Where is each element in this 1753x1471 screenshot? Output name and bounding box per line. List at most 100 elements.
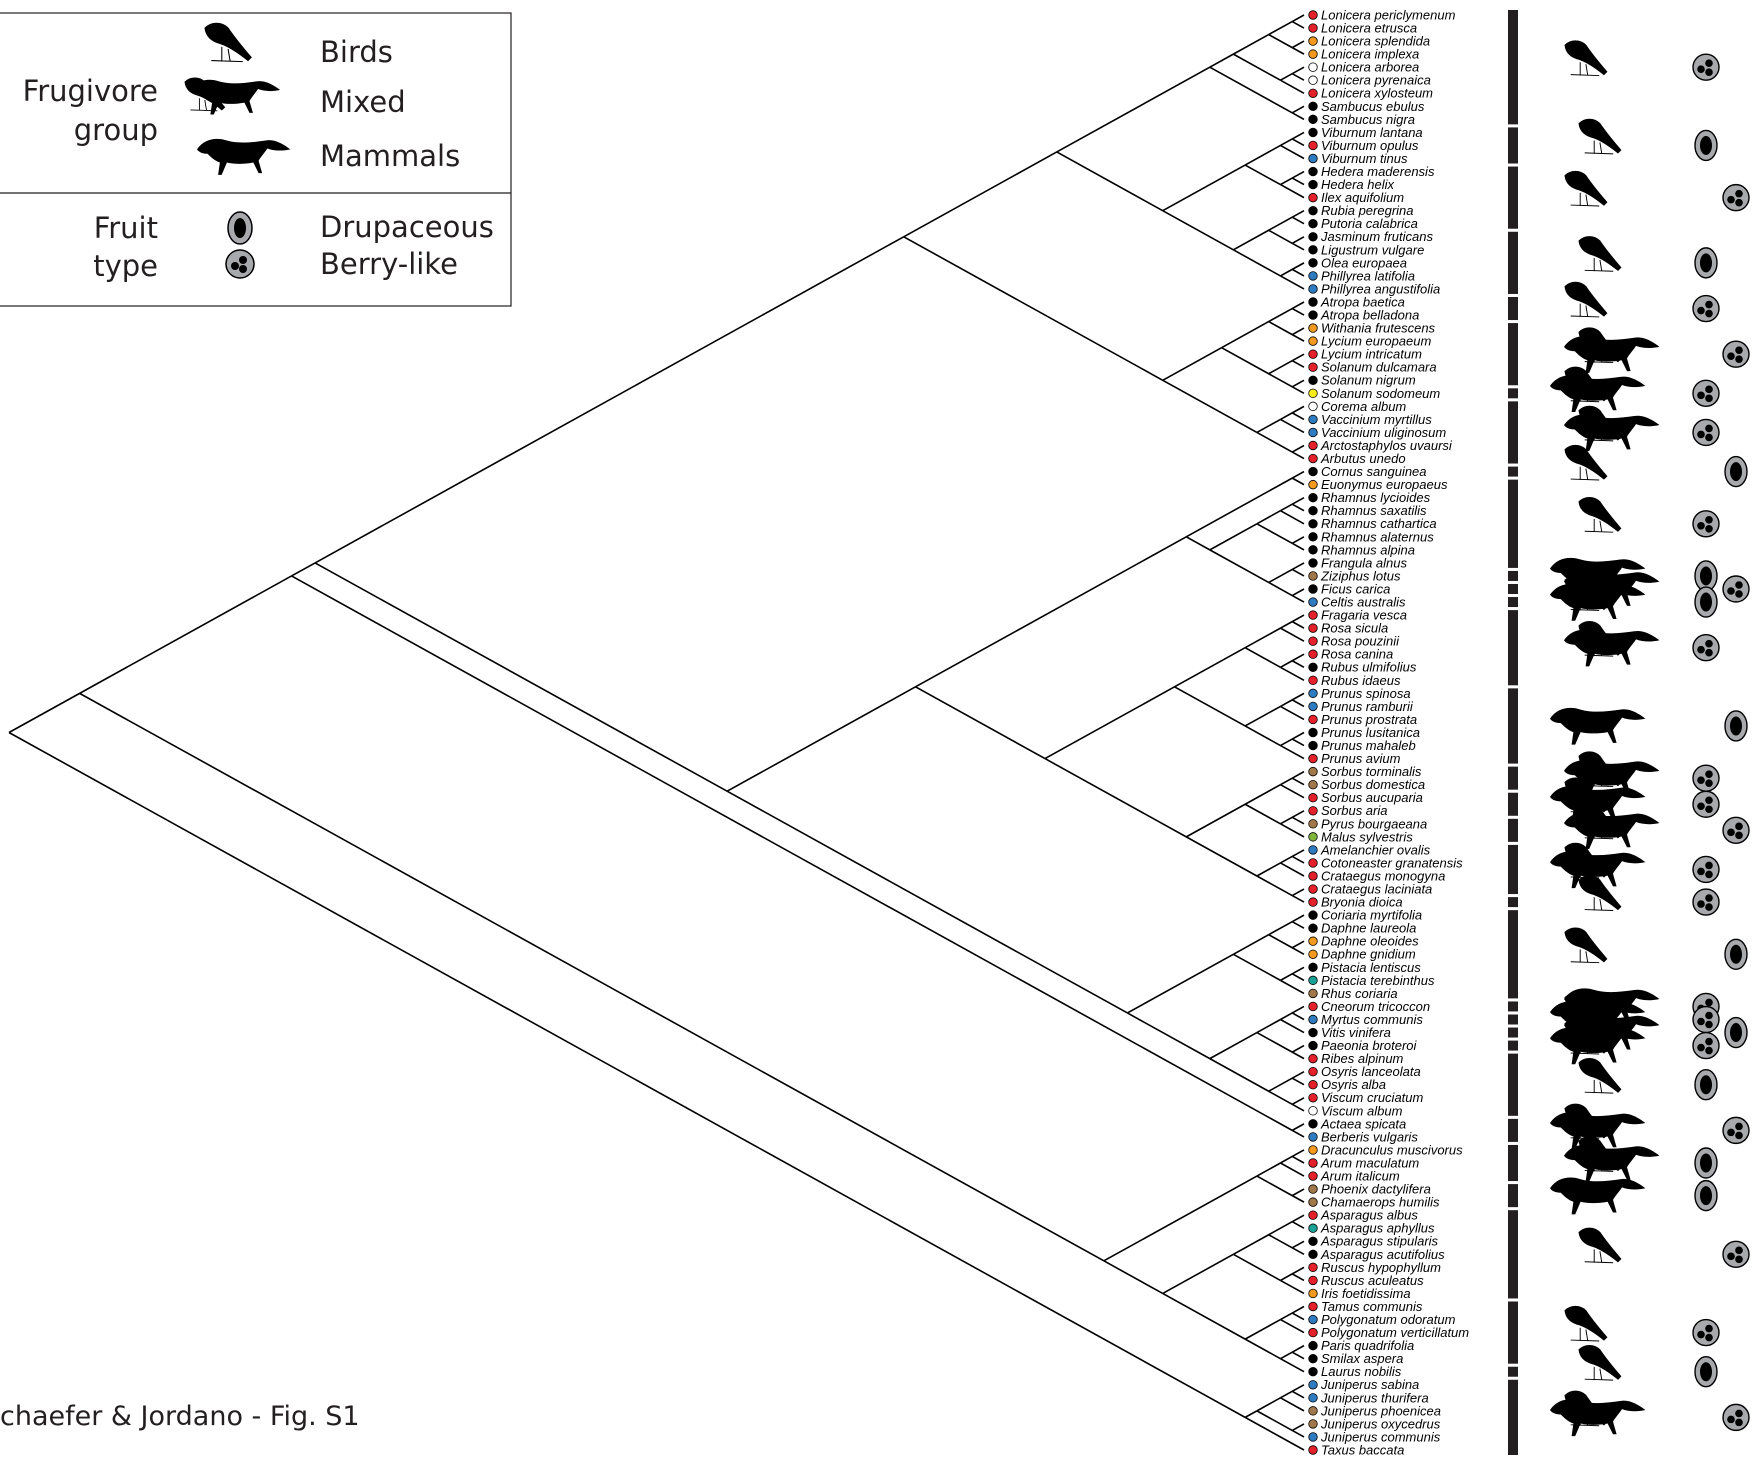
tip-dot bbox=[1309, 1107, 1318, 1116]
tip-dot bbox=[1309, 324, 1318, 333]
tip-dot bbox=[1309, 924, 1318, 933]
drupe-icon bbox=[1695, 1181, 1717, 1211]
branch bbox=[1292, 589, 1304, 596]
berry-seed bbox=[1735, 1123, 1743, 1131]
branch bbox=[727, 687, 915, 791]
berry-seed bbox=[1727, 829, 1735, 837]
tip-dot bbox=[1309, 1302, 1318, 1311]
branch bbox=[1292, 217, 1304, 224]
group-bar bbox=[1508, 10, 1518, 124]
berry-seed bbox=[1735, 581, 1743, 589]
tip-dot bbox=[1309, 793, 1318, 802]
group-bar bbox=[1508, 467, 1518, 477]
group-bar bbox=[1508, 571, 1518, 581]
branch bbox=[1292, 1196, 1304, 1203]
branch bbox=[1280, 700, 1292, 707]
branch bbox=[1280, 746, 1304, 759]
branch bbox=[1186, 537, 1210, 550]
bird-icon bbox=[1565, 1306, 1607, 1341]
branch bbox=[1245, 145, 1280, 165]
tip-dot bbox=[1309, 572, 1318, 581]
bird-shape bbox=[1579, 1058, 1621, 1093]
tip-dot bbox=[1309, 1080, 1318, 1089]
branch bbox=[1292, 622, 1304, 629]
branch bbox=[1245, 1411, 1257, 1418]
branch bbox=[1292, 74, 1304, 81]
group-bar bbox=[1508, 584, 1518, 594]
tip-dot bbox=[1309, 311, 1318, 320]
branch bbox=[1269, 1222, 1293, 1235]
tip-dot bbox=[1309, 911, 1318, 920]
branch bbox=[1210, 1059, 1269, 1092]
branch bbox=[292, 563, 316, 576]
branch bbox=[1057, 67, 1210, 152]
branch bbox=[1292, 309, 1304, 316]
tip-dot bbox=[1309, 415, 1318, 424]
legend-item: Birds bbox=[320, 35, 393, 69]
branch bbox=[1280, 980, 1304, 993]
tip-dot bbox=[1309, 1120, 1318, 1129]
branch bbox=[1292, 1078, 1304, 1085]
branch bbox=[1245, 1417, 1304, 1450]
branch bbox=[1233, 250, 1280, 276]
berry-seed bbox=[1735, 1132, 1743, 1140]
tip-dot bbox=[1309, 820, 1318, 829]
bird-shape bbox=[1565, 171, 1607, 206]
berry-seed bbox=[1697, 868, 1705, 876]
berry-icon bbox=[1693, 296, 1719, 322]
tip-dot bbox=[1309, 833, 1318, 842]
tip-dot bbox=[1309, 611, 1318, 620]
branch bbox=[1292, 1150, 1304, 1157]
group-bar bbox=[1508, 388, 1518, 398]
branch bbox=[1292, 811, 1304, 818]
berry-icon bbox=[1723, 1241, 1749, 1267]
branch bbox=[1292, 178, 1304, 185]
branch bbox=[1292, 1385, 1304, 1392]
tip-dot bbox=[1309, 663, 1318, 672]
tip-dot bbox=[1309, 533, 1318, 542]
tip-dot bbox=[1309, 272, 1318, 281]
berry-seed bbox=[1705, 862, 1713, 870]
branch bbox=[1292, 772, 1304, 779]
branch bbox=[1269, 374, 1293, 387]
tip-dot bbox=[1309, 1211, 1318, 1220]
branch bbox=[1233, 935, 1268, 955]
tip-dot bbox=[1309, 1133, 1318, 1142]
berry-outer bbox=[1723, 1404, 1749, 1430]
tip-dot bbox=[1309, 1367, 1318, 1376]
branch bbox=[1280, 269, 1292, 276]
tip-dot bbox=[1309, 546, 1318, 555]
mammal-shape bbox=[1550, 1178, 1645, 1215]
branch bbox=[315, 563, 727, 791]
branch bbox=[1163, 1293, 1245, 1339]
branch bbox=[1292, 302, 1304, 309]
tip-dot bbox=[1309, 1394, 1318, 1403]
branch bbox=[1269, 35, 1293, 48]
tip-dot bbox=[1309, 298, 1318, 307]
berry-seed bbox=[1727, 587, 1735, 595]
berry-seed bbox=[1697, 1018, 1705, 1026]
branch bbox=[1257, 1398, 1281, 1411]
tip-dot bbox=[1309, 1185, 1318, 1194]
bird-shape bbox=[1565, 282, 1607, 317]
berry-icon bbox=[1693, 791, 1719, 817]
branch bbox=[904, 237, 1163, 381]
berry-seed bbox=[1697, 65, 1705, 73]
branch bbox=[1257, 863, 1281, 876]
branch bbox=[1280, 139, 1292, 146]
branch bbox=[1280, 419, 1304, 432]
branch bbox=[1280, 1274, 1292, 1281]
branch bbox=[1292, 113, 1304, 120]
legend: Frugivore group Birds Mixed Mammals Frui… bbox=[0, 13, 511, 306]
branch bbox=[1292, 948, 1304, 955]
tree bbox=[9, 15, 1304, 1450]
branch bbox=[1292, 1052, 1304, 1059]
bird-shape bbox=[1565, 928, 1607, 963]
tip-dot bbox=[1309, 259, 1318, 268]
branch bbox=[1292, 596, 1304, 603]
branch bbox=[1210, 550, 1269, 583]
drupe-icon bbox=[1695, 1148, 1717, 1178]
berry-seed bbox=[1727, 1253, 1735, 1261]
branch bbox=[1292, 915, 1304, 922]
branch bbox=[1292, 1352, 1304, 1359]
